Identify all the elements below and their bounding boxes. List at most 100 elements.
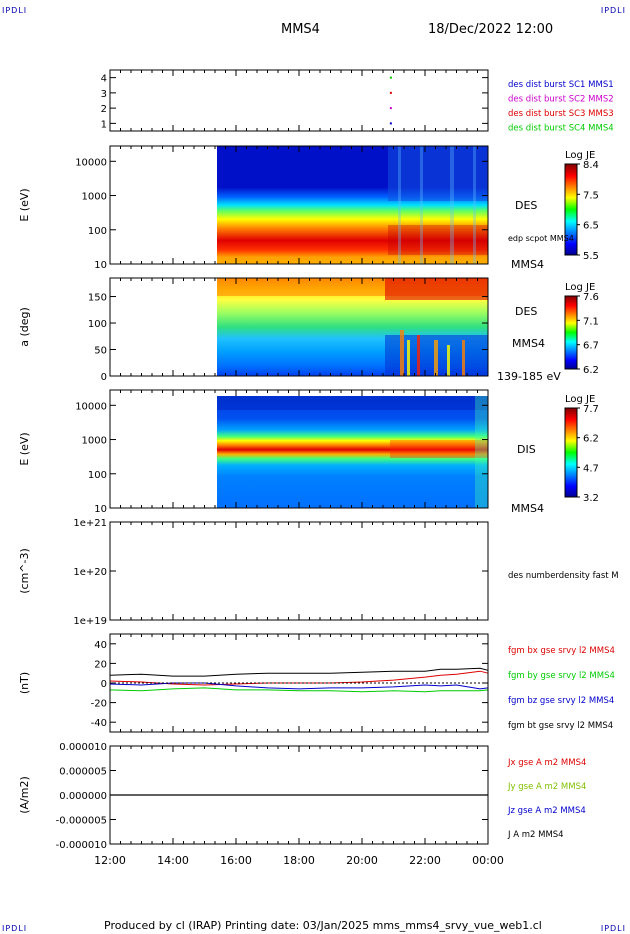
y-axis-title: E (eV) — [18, 432, 31, 465]
fgm-series-line — [109, 667, 489, 677]
time-tick-label: 18:00 — [283, 854, 315, 867]
y-tick-label: 1000 — [82, 436, 107, 447]
y-tick-label: 20 — [94, 659, 107, 670]
legend-current: Jz gse A m2 MMS4 — [507, 806, 586, 816]
colorbar-tick-label: 6.2 — [583, 365, 599, 376]
corner-logo-top-left: IPDLI — [2, 6, 28, 15]
colorbar-tick-label: 7.7 — [583, 404, 599, 415]
y-tick-label: 40 — [94, 640, 107, 651]
y-axis-title: (nT) — [18, 672, 31, 694]
time-tick-label: 22:00 — [409, 854, 441, 867]
des-pitch-angle-spectrogram — [217, 278, 488, 376]
legend-fgm: fgm by gse srvy l2 MMS4 — [508, 671, 615, 681]
y-tick-label: -0.000010 — [56, 840, 107, 851]
legend-burst: des dist burst SC2 MMS2 — [508, 95, 614, 105]
panel-frame — [109, 521, 489, 621]
y-tick-label: 100 — [88, 470, 107, 481]
y-tick-label: 1e+20 — [73, 567, 107, 578]
legend-density: des numberdensity fast M — [508, 571, 619, 581]
panel-right-label: MMS4 — [511, 502, 544, 515]
colorbar — [564, 407, 578, 498]
footer-credit: Produced by cl (IRAP) Printing date: 03/… — [104, 919, 542, 932]
colorbar-title: Log JE — [565, 282, 595, 293]
y-tick-label: 3 — [101, 89, 107, 100]
colorbar — [564, 163, 578, 256]
legend-burst: des dist burst SC3 MMS3 — [508, 109, 614, 119]
spacecraft-title: MMS4 — [281, 22, 320, 37]
y-tick-label: 0 — [101, 679, 107, 690]
legend-current: Jx gse A m2 MMS4 — [507, 758, 586, 768]
y-tick-label: 1e+21 — [73, 518, 107, 529]
colorbar-tick-label: 8.4 — [583, 160, 599, 171]
y-tick-label: 0.000005 — [59, 767, 107, 778]
burst-marker — [389, 76, 392, 79]
y-tick-label: -0.000005 — [56, 816, 107, 827]
panel-right-label: DES — [515, 199, 537, 212]
y-tick-label: -20 — [91, 699, 107, 710]
colorbar-tick-label: 6.7 — [583, 341, 599, 352]
time-tick-label: 00:00 — [472, 854, 504, 867]
burst-marker — [389, 107, 392, 110]
colorbar-tick-label: 7.6 — [583, 292, 599, 303]
fgm-series-line — [109, 687, 489, 693]
y-tick-label: 100 — [88, 226, 107, 237]
legend-burst: des dist burst SC4 MMS4 — [508, 124, 614, 134]
y-tick-label: 1 — [101, 119, 107, 130]
y-tick-label: 4 — [101, 74, 107, 85]
legend-current: J A m2 MMS4 — [507, 830, 564, 840]
colorbar-tick-label: 7.1 — [583, 316, 599, 327]
panel-right-label: DIS — [517, 443, 536, 456]
colorbar-title: Log JE — [565, 394, 595, 405]
colorbar-tick-label: 4.7 — [583, 463, 599, 474]
panel-right-label: edp scpot MMS4 — [508, 234, 574, 243]
y-tick-label: -40 — [91, 718, 107, 729]
y-tick-label: 1e+19 — [73, 616, 107, 627]
y-tick-label: 100 — [88, 319, 107, 330]
fgm-series-line — [109, 682, 489, 690]
y-axis-title: (cm^-3) — [18, 548, 31, 594]
legend-fgm: fgm bt gse srvy l2 MMS4 — [508, 721, 613, 731]
time-tick-label: 14:00 — [157, 854, 189, 867]
y-tick-label: 2 — [101, 104, 107, 115]
corner-logo-bottom-left: IPDLI — [2, 924, 28, 933]
y-tick-label: 150 — [88, 293, 107, 304]
dis-energy-spectrogram — [217, 396, 488, 508]
y-axis-title: a (deg) — [18, 307, 31, 347]
time-tick-label: 16:00 — [220, 854, 252, 867]
time-tick-label: 20:00 — [346, 854, 378, 867]
corner-logo-bottom-right: IPDLI — [600, 924, 626, 933]
colorbar-tick-label: 5.5 — [583, 251, 599, 262]
y-tick-label: 1000 — [82, 192, 107, 203]
panel-right-label: MMS4 — [511, 258, 544, 271]
colorbar-tick-label: 3.2 — [583, 493, 599, 504]
y-tick-label: 10000 — [75, 157, 107, 168]
y-tick-label: 0.000000 — [59, 791, 107, 802]
y-tick-label: 10 — [94, 504, 107, 515]
panel-frame — [109, 69, 489, 132]
datetime-title: 18/Dec/2022 12:00 — [428, 22, 554, 37]
y-axis-title: (A/m2) — [18, 776, 31, 814]
time-tick-label: 12:00 — [94, 854, 126, 867]
y-tick-label: 10000 — [75, 401, 107, 412]
burst-marker — [389, 91, 392, 94]
corner-logo-top-right: IPDLI — [600, 6, 626, 15]
colorbar-tick-label: 6.5 — [583, 221, 599, 232]
panel-right-label: 139-185 eV — [497, 370, 561, 383]
legend-current: Jy gse A m2 MMS4 — [507, 782, 586, 792]
panel-right-label: MMS4 — [512, 337, 545, 350]
colorbar-tick-label: 6.2 — [583, 434, 599, 445]
colorbar-tick-label: 7.5 — [583, 190, 599, 201]
y-tick-label: 0 — [101, 372, 107, 383]
colorbar-title: Log JE — [565, 150, 595, 161]
y-axis-title: E (eV) — [18, 188, 31, 221]
y-tick-label: 0.000010 — [59, 742, 107, 753]
legend-burst: des dist burst SC1 MMS1 — [508, 80, 614, 90]
burst-marker — [389, 122, 392, 125]
des-energy-spectrogram — [217, 146, 488, 264]
panel-right-label: DES — [515, 305, 537, 318]
colorbar — [564, 295, 578, 370]
legend-fgm: fgm bx gse srvy l2 MMS4 — [508, 646, 615, 656]
y-tick-label: 10 — [94, 260, 107, 271]
legend-fgm: fgm bz gse srvy l2 MMS4 — [508, 696, 614, 706]
